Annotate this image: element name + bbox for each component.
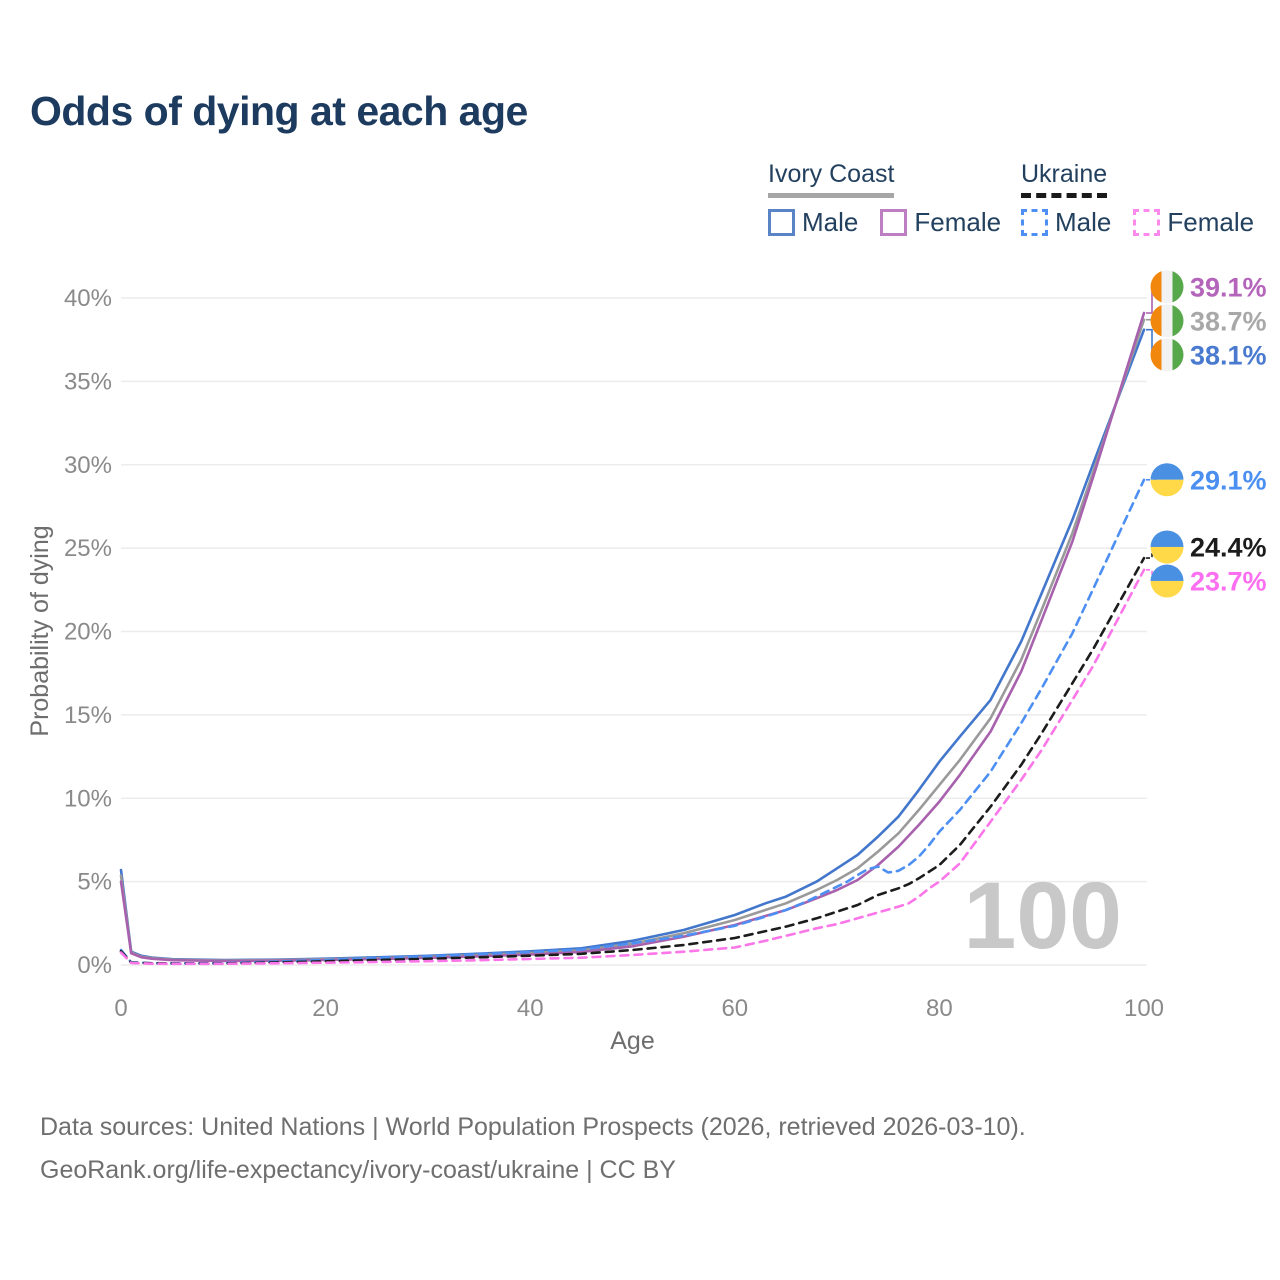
ivory-coast-female-swatch-icon [880, 209, 908, 236]
legend-country-ivory-coast: Ivory Coast [768, 160, 895, 198]
legend-item-ukraine-female[interactable]: Female [1133, 207, 1254, 238]
x-tick-label: 60 [721, 995, 748, 1022]
legend-group-ivory-coast: Ivory Coast Male Female [768, 160, 1001, 238]
leader-line-ukraine-both [1146, 546, 1157, 559]
footer: Data sources: United Nations | World Pop… [40, 1106, 1026, 1192]
end-value-ukraine-both: 24.4% [1190, 532, 1267, 562]
y-tick-label: 5% [77, 869, 112, 896]
leader-line-ukraine-female [1146, 568, 1157, 582]
end-value-ukraine-female: 23.7% [1190, 566, 1267, 596]
y-tick-label: 35% [64, 368, 112, 395]
y-tick-label: 25% [64, 535, 112, 562]
legend-item-label: Male [1055, 207, 1112, 237]
ukraine-flag-icon [1150, 463, 1184, 497]
x-tick-label: 20 [312, 995, 339, 1022]
legend-item-ivory-coast-female[interactable]: Female [880, 207, 1001, 238]
x-tick-label: 0 [114, 995, 127, 1022]
ukraine-flag-icon [1150, 530, 1184, 564]
end-value-ivory-coast-female: 39.1% [1190, 272, 1267, 302]
ivory-coast-male-swatch-icon [768, 209, 795, 236]
x-axis-title: Age [610, 1027, 654, 1055]
y-tick-label: 30% [64, 452, 112, 479]
legend-group-ukraine: Ukraine Male Female [1021, 160, 1254, 238]
ivory-coast-flag-icon [1150, 270, 1184, 304]
x-tick-label: 40 [517, 995, 544, 1022]
legend-country-ukraine: Ukraine [1021, 160, 1108, 198]
x-tick-label: 100 [1124, 995, 1164, 1022]
attribution-line: GeoRank.org/life-expectancy/ivory-coast/… [40, 1156, 676, 1184]
ukraine-male-swatch-icon [1021, 209, 1048, 236]
ukraine-flag-icon [1150, 564, 1184, 598]
ivory-coast-flag-icon [1150, 338, 1184, 372]
legend-item-ukraine-male[interactable]: Male [1021, 207, 1111, 238]
age-counter-watermark: 100 [963, 863, 1122, 969]
y-tick-label: 40% [64, 285, 112, 312]
y-tick-label: 15% [64, 702, 112, 729]
legend-item-label: Female [914, 207, 1002, 237]
ukraine-female-swatch-icon [1133, 209, 1161, 236]
end-value-ukraine-male: 29.1% [1190, 465, 1267, 495]
y-tick-label: 20% [64, 619, 112, 646]
legend-item-ivory-coast-male[interactable]: Male [768, 207, 858, 238]
legend-item-label: Male [802, 207, 859, 237]
line-ukraine-female[interactable] [119, 568, 1146, 966]
legend-item-label: Female [1167, 207, 1255, 237]
end-value-ivory-coast-both: 38.7% [1190, 306, 1267, 336]
y-tick-label: 10% [64, 785, 112, 812]
ivory-coast-flag-icon [1150, 304, 1184, 338]
data-sources-line: Data sources: United Nations | World Pop… [40, 1113, 1026, 1141]
end-value-ivory-coast-male: 38.1% [1190, 340, 1267, 370]
y-tick-label: 0% [77, 952, 112, 979]
y-axis-title: Probability of dying [26, 525, 54, 736]
x-tick-label: 80 [926, 995, 953, 1022]
page-title: Odds of dying at each age [30, 88, 528, 134]
